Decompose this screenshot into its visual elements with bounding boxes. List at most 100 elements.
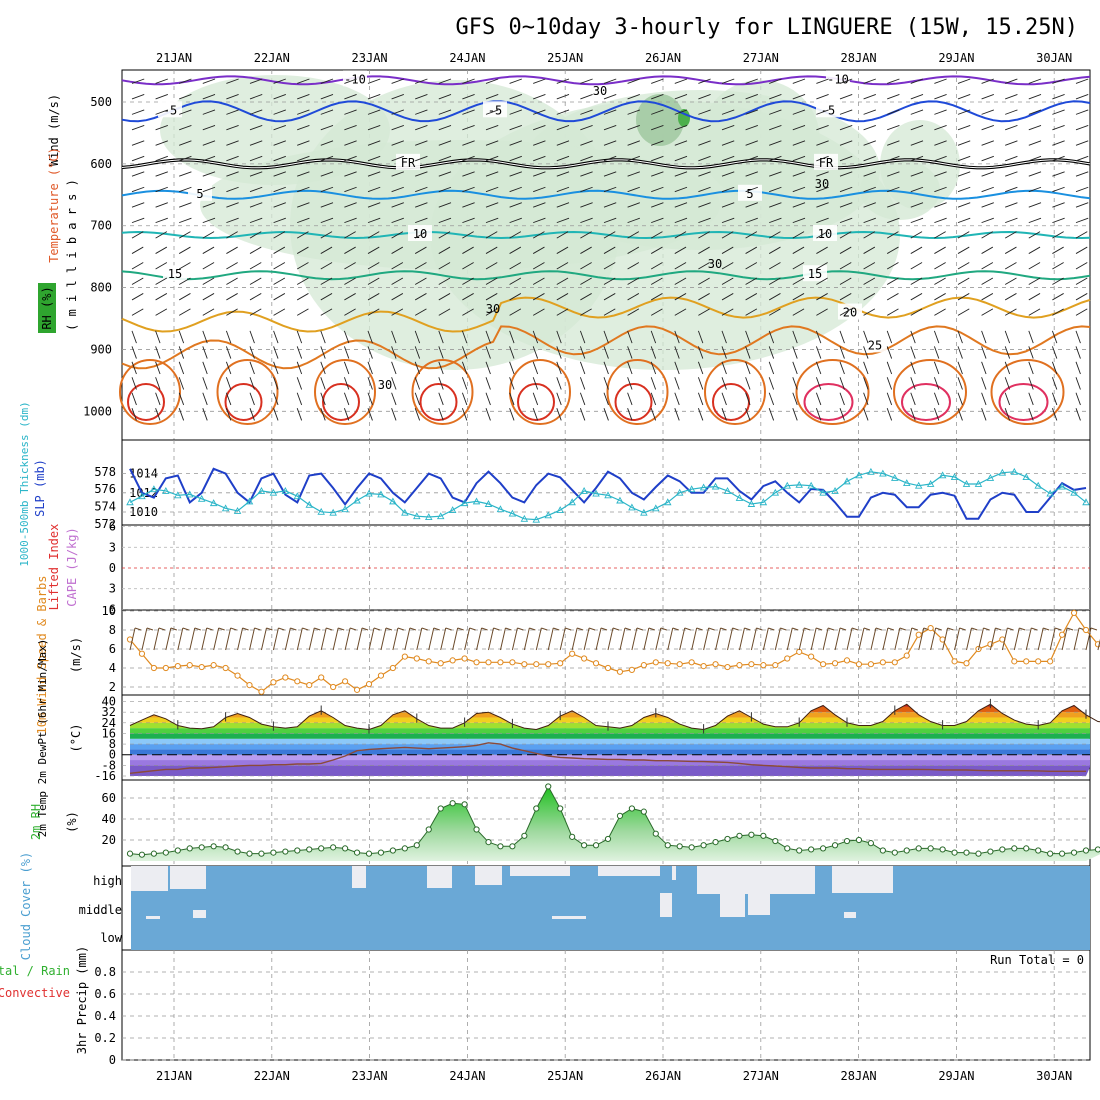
wind-barb [1075, 140, 1089, 146]
wind-barb [816, 140, 829, 146]
wind-barb [462, 186, 475, 193]
wind-barb [627, 171, 640, 177]
wind-barb [863, 186, 876, 193]
wind-barb [768, 308, 781, 316]
thickness-point [126, 498, 134, 506]
wind-barb [179, 155, 192, 162]
thickness-point [628, 503, 636, 511]
wind-barb [580, 171, 593, 177]
wind-barb [698, 277, 710, 285]
wind-barb [438, 124, 452, 131]
wind-barb [674, 330, 680, 344]
wind-barb [579, 377, 586, 390]
thickness-point [867, 467, 875, 475]
rh2m-point [174, 847, 181, 854]
wind-barb [131, 217, 145, 224]
wind10m-point [377, 672, 385, 679]
wind-barb [1052, 140, 1065, 146]
wind-barb [839, 277, 852, 285]
wind-barb [792, 392, 798, 406]
wind10m-point [688, 659, 695, 666]
thickness-point [663, 498, 672, 506]
wind10m-barb [911, 627, 918, 631]
wind-barb [839, 109, 853, 115]
wind-barb [698, 217, 711, 224]
wind-barb [155, 392, 161, 406]
wind10m-point [736, 662, 743, 669]
wind-barb [367, 109, 381, 115]
wind-barb [698, 124, 711, 131]
wind-barb [155, 246, 168, 254]
wind-barb [886, 377, 893, 390]
wind10m-barb [433, 627, 440, 631]
wind-barb [249, 94, 263, 100]
wind10m-point [855, 661, 863, 668]
wind-barb [438, 262, 451, 270]
wind-barb [131, 293, 144, 301]
wind-barb [438, 308, 451, 316]
cloud-level-low: low [100, 931, 122, 945]
wind-barb [745, 308, 758, 316]
wind-barb [367, 346, 373, 359]
wind10m-barb [242, 627, 249, 631]
rh2m-point [748, 831, 755, 838]
warm-contour [795, 359, 870, 425]
wind-barb [1075, 246, 1088, 254]
wind-barb [462, 293, 474, 301]
wind-barb [131, 262, 144, 270]
wind-barb [981, 94, 994, 100]
wind10m-barb [523, 627, 530, 651]
wind-barb [179, 94, 192, 100]
wind10m-barb [1061, 627, 1068, 651]
wind10m-barb [870, 627, 877, 651]
wind-barb [674, 346, 680, 359]
wind-barb [957, 231, 970, 239]
wind-barb [485, 277, 498, 285]
rh2m-point [640, 808, 647, 815]
wind-barb [296, 408, 303, 421]
contour-label: 15 [808, 267, 822, 281]
wind-barb [273, 262, 286, 270]
wind-barb [580, 308, 592, 316]
wind-barb [839, 186, 853, 193]
wind10m-point [652, 659, 659, 666]
wind10m-barb [1001, 627, 1008, 651]
wind-barb [1052, 171, 1065, 177]
wind-barb [485, 308, 498, 316]
cloud-gap [131, 866, 168, 891]
wind-barb [391, 262, 404, 270]
thickness-point [448, 506, 457, 514]
wind-barb [863, 246, 876, 254]
wind10m-point [1070, 609, 1078, 617]
wind-barb [934, 217, 947, 224]
wind-barb [1075, 155, 1089, 162]
wind10m-tick: 2 [109, 680, 116, 694]
wind10m-barb [361, 627, 369, 631]
wind10m-point [282, 674, 289, 681]
wind-barb [131, 202, 145, 208]
wind-barb [769, 155, 782, 162]
wind-barb [509, 231, 522, 239]
wind-barb [934, 140, 947, 146]
wind-barb [485, 231, 498, 239]
wind-barb [297, 124, 310, 131]
wind-barb [202, 94, 216, 100]
precip-conv-label: Convective [0, 986, 70, 1000]
wind-barb [934, 186, 947, 193]
thickness-point [568, 498, 576, 506]
contour-label: FR [401, 156, 416, 170]
wind-barb [297, 186, 310, 193]
wind-barb [414, 293, 427, 301]
wind-barb [533, 217, 546, 224]
wind10m-barb [499, 627, 506, 651]
wind-barb [297, 217, 310, 224]
panel-frame [121, 949, 1091, 1061]
wind-barb [816, 94, 829, 100]
cloud-label: Cloud Cover (%) [19, 852, 33, 960]
wind-barb [957, 202, 971, 208]
wind10m-barb [356, 627, 363, 651]
cloud-gap [697, 866, 815, 894]
temp2m-line [129, 703, 1100, 731]
wind10m-point [306, 682, 313, 689]
li-tick: 6 [109, 520, 116, 534]
